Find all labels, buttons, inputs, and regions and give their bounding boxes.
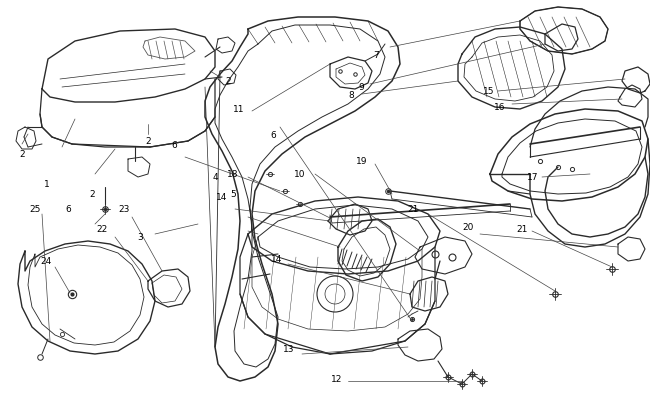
Text: 21: 21 (408, 205, 419, 214)
Text: 14: 14 (216, 193, 228, 202)
Text: 5: 5 (230, 190, 236, 199)
Text: 6: 6 (270, 130, 276, 139)
Text: 2: 2 (89, 190, 95, 199)
Text: 3: 3 (137, 233, 143, 242)
Text: 24: 24 (40, 257, 51, 266)
Text: 2: 2 (225, 77, 231, 86)
Text: 12: 12 (332, 375, 343, 384)
Text: 21: 21 (516, 225, 528, 234)
Text: 2: 2 (20, 150, 25, 159)
Text: 23: 23 (118, 205, 130, 214)
Text: 22: 22 (96, 225, 108, 234)
Text: 25: 25 (29, 205, 41, 214)
Text: 16: 16 (494, 103, 506, 112)
Text: 7: 7 (373, 50, 379, 60)
Text: 9: 9 (358, 83, 364, 92)
Text: 6: 6 (65, 205, 71, 214)
Text: 1: 1 (44, 180, 50, 189)
Text: 17: 17 (527, 173, 539, 182)
Text: 2: 2 (145, 137, 151, 146)
Text: 13: 13 (283, 345, 294, 354)
Text: 14: 14 (271, 255, 283, 264)
Text: 6: 6 (171, 140, 177, 149)
Text: 10: 10 (294, 170, 305, 179)
Text: 15: 15 (483, 87, 495, 96)
Text: 20: 20 (462, 223, 474, 232)
Text: 11: 11 (233, 105, 245, 114)
Text: 19: 19 (356, 157, 368, 166)
Text: 4: 4 (212, 173, 218, 182)
Text: 18: 18 (227, 170, 239, 179)
Text: 8: 8 (348, 90, 354, 99)
